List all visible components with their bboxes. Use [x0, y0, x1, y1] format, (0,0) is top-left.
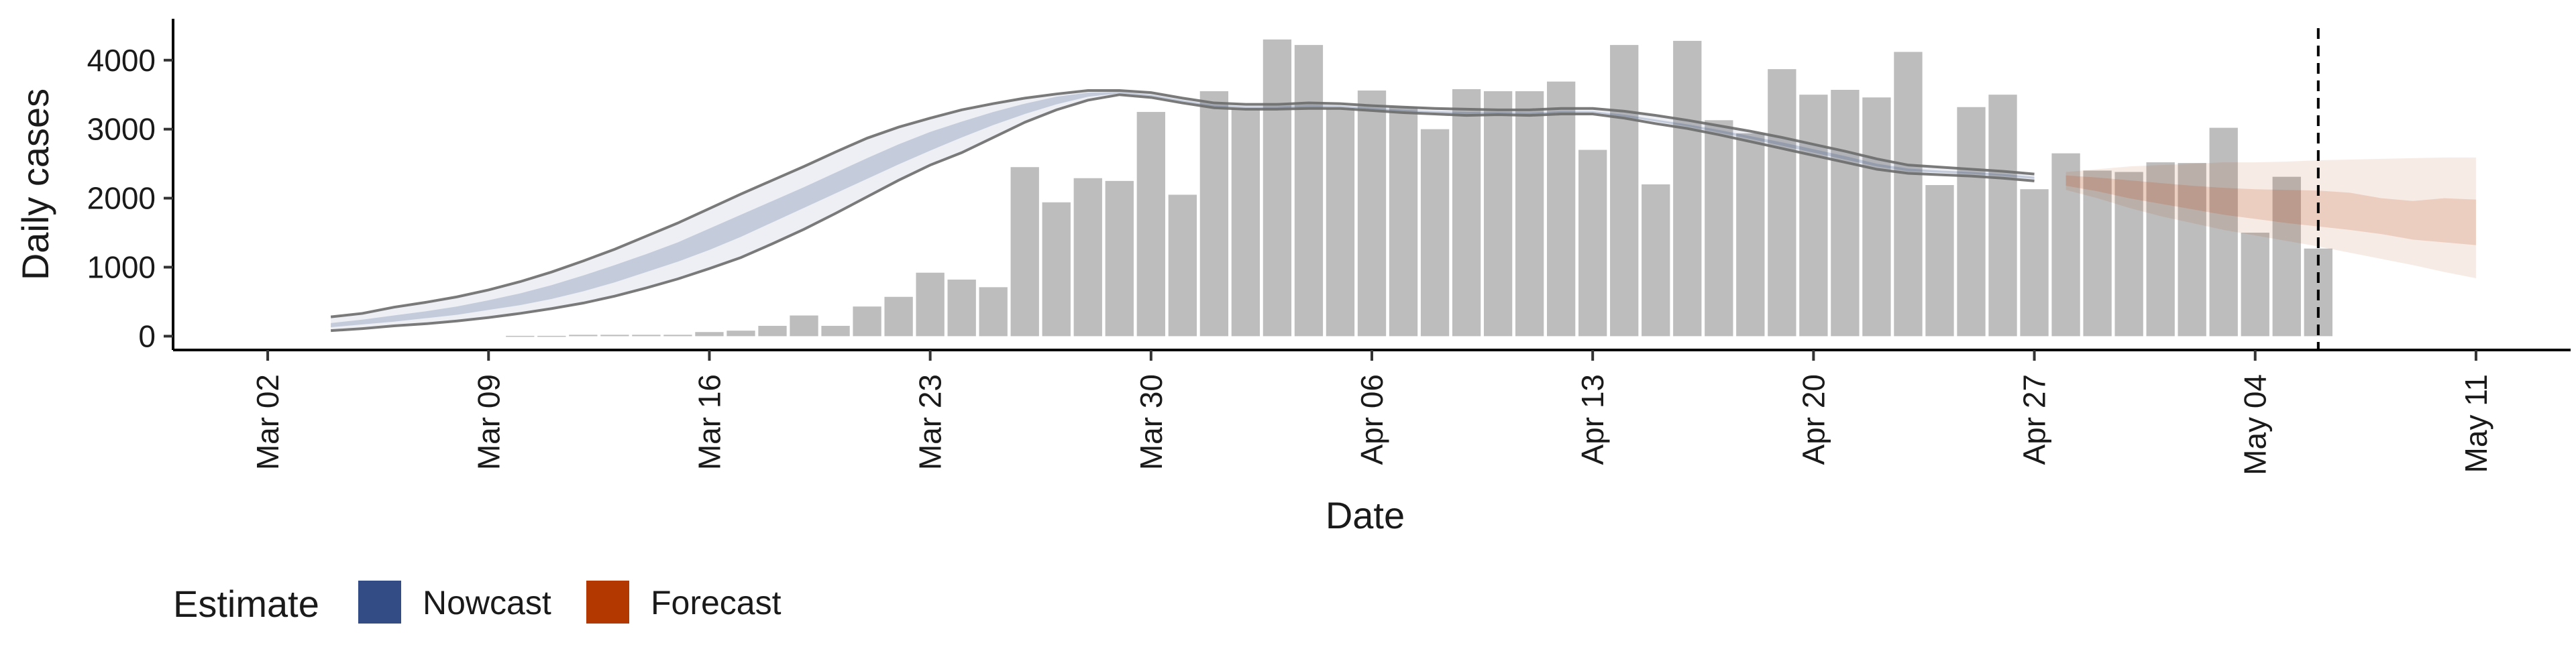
- case-bar: [1326, 108, 1355, 337]
- legend-label-nowcast: Nowcast: [423, 584, 551, 622]
- case-bar: [1073, 178, 1102, 337]
- x-tick-label: Mar 02: [250, 374, 285, 470]
- case-bar: [947, 280, 976, 337]
- case-bar: [1642, 184, 1670, 337]
- case-bar: [695, 332, 724, 337]
- case-bar: [1483, 91, 1513, 337]
- case-bar: [1610, 45, 1639, 337]
- axes-layer: 0 1000 2000 3000 4000 Mar 02 Mar 09 Mar 16 Mar 2…: [14, 19, 2571, 536]
- y-tick-label: 3000: [87, 112, 156, 147]
- case-bar: [1988, 95, 2017, 337]
- case-bar: [569, 335, 598, 337]
- y-tick-label: 2000: [87, 181, 156, 216]
- nowcast-inner-band: [331, 92, 2035, 328]
- case-bar: [1294, 45, 1324, 337]
- legend-swatch-nowcast: [358, 581, 401, 624]
- case-bar: [1736, 133, 1765, 337]
- legend-swatch-forecast: [586, 581, 629, 624]
- x-tick-label: May 04: [2238, 374, 2273, 475]
- case-bar: [1831, 90, 1860, 337]
- case-bar: [1925, 185, 1954, 337]
- case-bar: [1673, 40, 1702, 337]
- case-bar: [2272, 176, 2301, 337]
- case-bar: [1389, 107, 1418, 337]
- y-axis-title: Daily cases: [14, 89, 56, 280]
- case-bar: [1515, 91, 1544, 337]
- case-bar: [2241, 233, 2269, 337]
- case-bar: [1263, 39, 1292, 337]
- case-bar: [821, 325, 850, 337]
- case-bar: [979, 287, 1008, 337]
- case-bar: [1168, 194, 1197, 337]
- case-bar: [1578, 150, 1607, 337]
- case-bar: [537, 335, 566, 337]
- case-bar: [1452, 89, 1481, 337]
- y-tick-label: 4000: [87, 43, 156, 78]
- case-bar: [600, 335, 629, 337]
- case-bar: [790, 315, 818, 337]
- case-bar: [1894, 52, 1923, 337]
- x-tick-label: Apr 20: [1796, 374, 1831, 465]
- x-tick-label: Apr 27: [2017, 374, 2052, 465]
- case-bar: [1547, 81, 1576, 337]
- legend-label-forecast: Forecast: [651, 584, 782, 622]
- legend-title: Estimate: [173, 583, 319, 625]
- case-bar: [727, 331, 755, 337]
- x-tick-label: Mar 30: [1134, 374, 1169, 470]
- case-bar: [1799, 95, 1828, 337]
- x-tick-label: Mar 23: [913, 374, 948, 470]
- case-bar: [1105, 180, 1134, 337]
- case-bar: [1768, 69, 1796, 337]
- case-bar: [2209, 127, 2238, 337]
- forecast-outer-band: [2065, 157, 2476, 278]
- x-tick-label: Apr 06: [1354, 374, 1389, 465]
- case-bar: [2083, 170, 2112, 337]
- case-bar: [2114, 172, 2143, 337]
- case-bar: [758, 325, 787, 337]
- case-bar: [2146, 162, 2175, 337]
- x-axis-title: Date: [1326, 494, 1405, 536]
- case-bar: [1199, 91, 1229, 337]
- case-bar: [916, 272, 945, 337]
- case-bar: [853, 306, 881, 337]
- case-bar: [1136, 111, 1165, 337]
- nowcast-upper-line: [330, 89, 2035, 318]
- case-bar: [1705, 120, 1733, 337]
- y-tick-label: 0: [138, 318, 156, 353]
- case-bar: [2020, 189, 2049, 337]
- case-bar: [1957, 107, 1986, 337]
- case-bar: [1010, 167, 1039, 337]
- case-bar: [1231, 108, 1260, 337]
- case-bar: [1357, 91, 1387, 337]
- y-tick-label: 1000: [87, 250, 156, 285]
- case-bar: [2178, 163, 2206, 337]
- case-bar: [663, 335, 692, 337]
- x-tick-label: Apr 13: [1575, 374, 1610, 465]
- case-bar: [632, 335, 661, 337]
- case-bar: [2051, 153, 2080, 337]
- nowcast-outer-band: [331, 91, 2035, 331]
- case-bar: [506, 335, 535, 337]
- x-tick-label: Mar 09: [471, 374, 506, 470]
- case-bar: [884, 296, 913, 337]
- bands-layer: [330, 89, 2476, 333]
- case-bar: [1862, 97, 1891, 337]
- case-bar: [1420, 129, 1450, 337]
- x-tick-label: May 11: [2459, 374, 2493, 473]
- forecast-inner-band: [2065, 175, 2476, 245]
- x-tick-label: Mar 16: [692, 374, 727, 470]
- legend: Estimate Nowcast Forecast: [173, 581, 782, 625]
- nowcast-lower-line: [330, 93, 2035, 333]
- case-bar: [1042, 202, 1071, 337]
